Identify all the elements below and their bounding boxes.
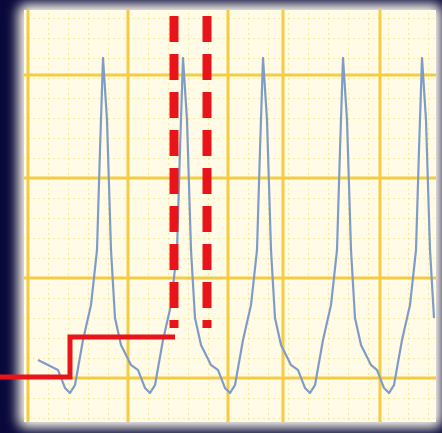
minor-grid bbox=[24, 10, 436, 422]
screenshot bbox=[0, 0, 442, 433]
